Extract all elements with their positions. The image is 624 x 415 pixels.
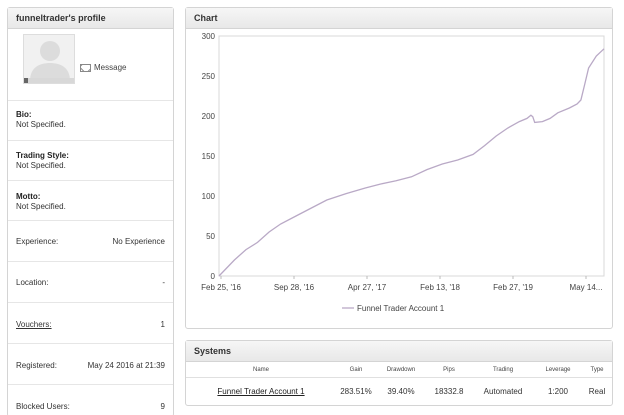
blocked-users-label: Blocked Users: — [16, 402, 70, 411]
registered-row: Registered: May 24 2016 at 21:39 — [8, 343, 173, 384]
y-tick-label: 250 — [202, 72, 216, 81]
legend-label: Funnel Trader Account 1 — [357, 304, 445, 313]
profile-panel: funneltrader's profile Message Bio: Not … — [7, 7, 174, 415]
col-leverage: Leverage — [534, 363, 582, 378]
systems-title: Systems — [186, 341, 612, 362]
growth-chart: 0 50 100 150 200 250 300 Feb 25, '16 Sep 28, '1… — [201, 32, 605, 313]
y-tick-label: 100 — [202, 192, 216, 201]
y-tick-label: 50 — [206, 232, 215, 241]
location-label: Location: — [16, 278, 49, 287]
profile-title: funneltrader's profile — [8, 8, 173, 29]
col-pips: Pips — [426, 363, 472, 378]
x-tick-label: Sep 28, '16 — [274, 283, 315, 292]
systems-panel: Systems Name Gain Drawdown Pips Trading … — [185, 340, 613, 406]
system-name-cell[interactable]: Funnel Trader Account 1 — [186, 377, 336, 405]
x-tick-label: Apr 27, '17 — [348, 283, 387, 292]
message-label: Message — [94, 63, 127, 72]
x-tick-label: May 14... — [570, 283, 603, 292]
experience-value: No Experience — [112, 237, 165, 246]
motto-value: Not Specified. — [16, 202, 66, 211]
blocked-users-value: 9 — [160, 402, 165, 411]
default-user-icon — [30, 41, 70, 81]
type-cell: Real — [588, 386, 606, 396]
y-tick-label: 0 — [211, 272, 216, 281]
message-link[interactable]: Message — [80, 63, 126, 72]
location-row: Location: - — [8, 261, 173, 302]
col-trading: Trading — [472, 363, 534, 378]
leverage-cell: 1:200 — [547, 386, 569, 396]
col-name: Name — [186, 363, 336, 378]
x-tick-label: Feb 27, '19 — [493, 283, 533, 292]
systems-table: Name Gain Drawdown Pips Trading Leverage… — [186, 363, 612, 405]
x-tick-label: Feb 25, '16 — [201, 283, 241, 292]
vouchers-value: 1 — [160, 320, 165, 329]
experience-label: Experience: — [16, 237, 59, 246]
chart-panel: Chart 0 50 100 150 200 250 300 Feb 25, '16 Sep … — [185, 7, 613, 329]
motto-row: Motto: Not Specified. — [8, 180, 173, 220]
motto-label: Motto: — [16, 192, 41, 201]
experience-row: Experience: No Experience — [8, 220, 173, 261]
chart-legend: Funnel Trader Account 1 — [342, 304, 445, 313]
table-row: Funnel Trader Account 1 283.51% 39.40% 1… — [186, 377, 612, 405]
col-drawdown: Drawdown — [376, 363, 426, 378]
envelope-icon — [80, 63, 91, 72]
y-tick-label: 300 — [202, 32, 216, 41]
trading-cell: Automated — [483, 386, 523, 396]
trading-style-value: Not Specified. — [16, 161, 66, 170]
registered-label: Registered: — [16, 361, 57, 370]
vouchers-label[interactable]: Vouchers: — [16, 320, 52, 329]
registered-value: May 24 2016 at 21:39 — [87, 361, 165, 370]
trading-style-label: Trading Style: — [16, 151, 69, 160]
blocked-users-row: Blocked Users: 9 — [8, 384, 173, 415]
trading-style-row: Trading Style: Not Specified. — [8, 140, 173, 180]
avatar — [23, 34, 75, 84]
vouchers-row: Vouchers: 1 — [8, 302, 173, 343]
location-value: - — [162, 278, 165, 287]
y-tick-label: 200 — [202, 112, 216, 121]
systems-header-row: Name Gain Drawdown Pips Trading Leverage… — [186, 363, 612, 378]
x-tick-label: Feb 13, '18 — [420, 283, 460, 292]
chart-title: Chart — [186, 8, 612, 29]
series-line — [218, 48, 605, 277]
plot-area — [218, 35, 605, 277]
drawdown-cell: 39.40% — [387, 386, 415, 396]
y-tick-label: 150 — [202, 152, 216, 161]
bio-value: Not Specified. — [16, 120, 66, 129]
bio-row: Bio: Not Specified. — [8, 100, 173, 140]
bio-label: Bio: — [16, 110, 32, 119]
system-name-link[interactable]: Funnel Trader Account 1 — [217, 386, 305, 396]
col-gain: Gain — [336, 363, 376, 378]
pips-cell: 18332.8 — [434, 386, 464, 396]
gain-cell: 283.51% — [340, 386, 372, 396]
col-type: Type — [582, 363, 612, 378]
vouchers-link[interactable]: Vouchers: — [16, 320, 52, 329]
reputation-bar — [24, 78, 74, 83]
